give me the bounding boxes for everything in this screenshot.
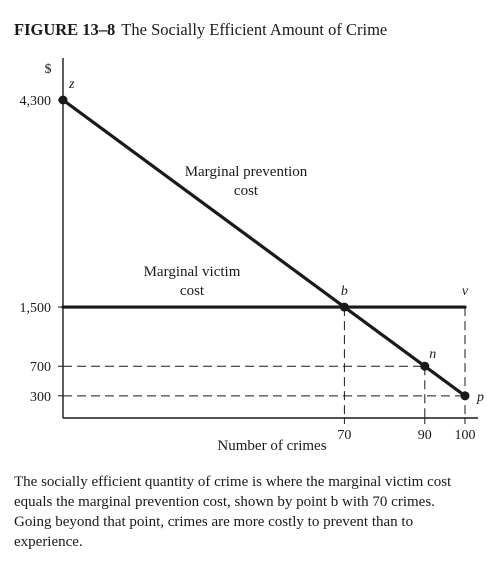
point-label-z: z [68,77,75,92]
series-label-0-line-1: cost [234,183,259,199]
figure-title-text: The Socially Efficient Amount of Crime [121,20,388,39]
y-tick-label: 4,300 [20,94,52,109]
point-p [460,391,470,401]
series-label-1-line-1: cost [180,283,205,299]
point-label-b: b [341,284,348,299]
point-n [420,361,430,371]
x-tick-label: 100 [455,428,476,443]
x-tick-label: 90 [418,428,432,443]
series-line-0 [61,98,467,398]
y-axis-label: $ [45,62,52,77]
series-label-0-line-0: Marginal prevention [185,164,308,180]
point-z [58,95,68,105]
figure-caption: The socially efficient quantity of crime… [14,474,452,550]
reference-lines [63,307,466,418]
series-label-1-line-0: Marginal victim [144,264,241,280]
point-label-p: p [476,390,484,405]
y-tick-label: 300 [30,390,51,405]
x-axis-label: Number of crimes [217,438,326,454]
series-labels: Marginal prevention cost Marginal victim co… [144,164,308,299]
point-label-v: v [462,284,469,299]
point-label-n: n [429,347,436,362]
y-tick-label: 1,500 [20,301,52,316]
y-tick-label: 700 [30,360,51,375]
figure-title: FIGURE 13–8 The Socially Efficient Amount… [14,20,387,40]
series-lines [61,98,467,398]
point-b [339,302,349,312]
tick-labels: 70 90 100 300 700 1,500 4,300 [20,94,476,443]
x-tick-label: 70 [337,428,351,443]
point-markers: z b n v p [58,77,484,405]
figure-number: FIGURE 13–8 [14,20,116,39]
chart: $ Number of crimes 70 90 100 300 700 1,500 4,3… [20,58,484,454]
